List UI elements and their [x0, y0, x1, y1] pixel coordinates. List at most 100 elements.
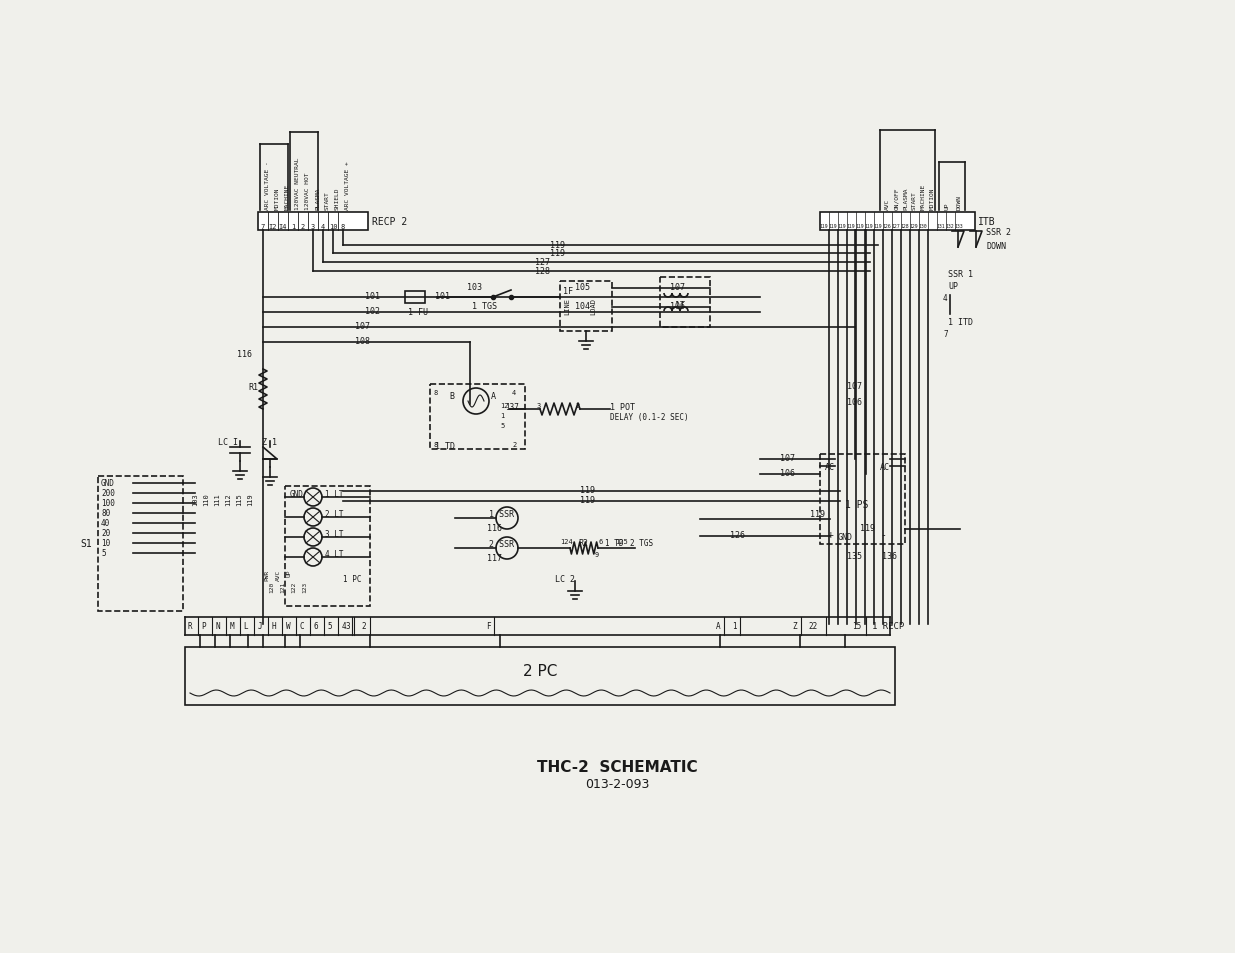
Text: 6: 6 [598, 538, 603, 544]
Text: 1 PS: 1 PS [845, 499, 868, 510]
Text: 128: 128 [900, 224, 909, 230]
Text: AC: AC [825, 462, 835, 472]
Text: M: M [230, 622, 235, 631]
Text: 117: 117 [487, 554, 501, 562]
Text: 119: 119 [864, 224, 873, 230]
Text: 3: 3 [346, 622, 351, 631]
Text: 2: 2 [576, 402, 579, 409]
Text: 136: 136 [882, 552, 897, 560]
Text: 127: 127 [892, 224, 900, 230]
Text: AC: AC [881, 462, 890, 472]
Text: R2: R2 [578, 538, 588, 547]
Text: ARC VOLTAGE +: ARC VOLTAGE + [345, 161, 350, 210]
Text: 119: 119 [829, 224, 837, 230]
Text: 125: 125 [615, 538, 627, 544]
Text: START: START [911, 191, 918, 210]
Text: 123: 123 [303, 581, 308, 593]
Text: 119: 119 [247, 493, 253, 506]
Text: LC I: LC I [219, 437, 238, 447]
Text: 107: 107 [671, 283, 685, 292]
Text: MOTION: MOTION [930, 188, 935, 210]
Text: 2: 2 [513, 441, 516, 448]
Text: 1 TGS: 1 TGS [472, 302, 496, 311]
Text: 1 LT: 1 LT [325, 490, 343, 499]
Text: 119: 119 [580, 496, 595, 504]
Text: 112: 112 [225, 493, 231, 506]
Text: 1 TD: 1 TD [605, 538, 624, 547]
Text: 3: 3 [311, 224, 315, 230]
Text: 5: 5 [500, 422, 504, 429]
Text: 7: 7 [261, 224, 266, 230]
Text: 132: 132 [946, 224, 955, 230]
Text: 110: 110 [203, 493, 209, 506]
Text: 119: 119 [847, 224, 856, 230]
Text: 3: 3 [537, 402, 541, 409]
Text: 8: 8 [433, 390, 437, 395]
Text: 80: 80 [101, 509, 110, 518]
Text: 5: 5 [327, 622, 332, 631]
Text: B: B [450, 392, 454, 401]
Text: 2 SSR: 2 SSR [489, 540, 514, 549]
Text: 106: 106 [847, 397, 862, 407]
Text: 22: 22 [809, 622, 818, 631]
Text: 128: 128 [535, 267, 550, 275]
Text: R1: R1 [248, 383, 258, 392]
Text: PLASMA: PLASMA [903, 188, 908, 210]
Text: 120VAC HOT: 120VAC HOT [305, 172, 310, 210]
Text: 1 FU: 1 FU [408, 308, 429, 316]
Bar [559, 282, 613, 332]
Text: AVC: AVC [275, 569, 280, 580]
Bar [258, 213, 368, 231]
Text: 105: 105 [576, 283, 590, 292]
Text: GND: GND [290, 490, 304, 498]
Text: 2 PC: 2 PC [522, 664, 557, 679]
Text: 119: 119 [580, 485, 595, 495]
Bar [430, 385, 525, 450]
Text: F: F [485, 622, 490, 631]
Text: RECP 2: RECP 2 [372, 216, 408, 227]
Text: 2: 2 [301, 224, 305, 230]
Text: 101: 101 [366, 292, 380, 301]
Text: 119: 119 [873, 224, 882, 230]
Text: -: - [881, 530, 885, 539]
Text: L: L [243, 622, 248, 631]
Text: 1F: 1F [563, 287, 573, 295]
Text: 20: 20 [101, 529, 110, 537]
Text: 1 SSR: 1 SSR [489, 510, 514, 519]
Text: A: A [492, 392, 496, 401]
Text: DOWN: DOWN [986, 242, 1007, 251]
Text: C: C [300, 622, 304, 631]
Text: R: R [188, 622, 193, 631]
Text: +: + [827, 530, 834, 539]
Text: 013-2-093: 013-2-093 [585, 778, 650, 790]
Text: 1T: 1T [676, 301, 685, 310]
Text: 126: 126 [730, 531, 745, 539]
Text: UP: UP [287, 569, 291, 577]
Text: 130: 130 [919, 224, 927, 230]
Text: 5: 5 [101, 549, 106, 558]
Text: 2 TGS: 2 TGS [630, 538, 653, 547]
Text: P: P [201, 622, 206, 631]
Text: 120: 120 [269, 581, 274, 593]
Text: GND: GND [101, 479, 115, 488]
Text: 102: 102 [366, 307, 380, 315]
Text: 10: 10 [329, 224, 337, 230]
Text: 4: 4 [321, 224, 325, 230]
Text: 1: 1 [731, 622, 736, 631]
Text: DOWN: DOWN [957, 194, 962, 210]
Text: 127: 127 [535, 257, 550, 267]
Text: 116: 116 [487, 523, 501, 533]
Text: SHIELD: SHIELD [335, 188, 340, 210]
Text: ON/OFF: ON/OFF [894, 188, 899, 210]
Text: I4: I4 [279, 224, 288, 230]
Text: 106: 106 [781, 469, 795, 477]
Text: 135: 135 [847, 552, 862, 560]
Text: LINE: LINE [564, 298, 571, 315]
Text: 6: 6 [314, 622, 319, 631]
Text: 7: 7 [944, 330, 947, 338]
Bar [820, 213, 974, 231]
Text: SSR 2: SSR 2 [986, 228, 1011, 236]
Text: I2: I2 [269, 224, 277, 230]
Bar [185, 647, 895, 705]
Text: J: J [258, 622, 262, 631]
